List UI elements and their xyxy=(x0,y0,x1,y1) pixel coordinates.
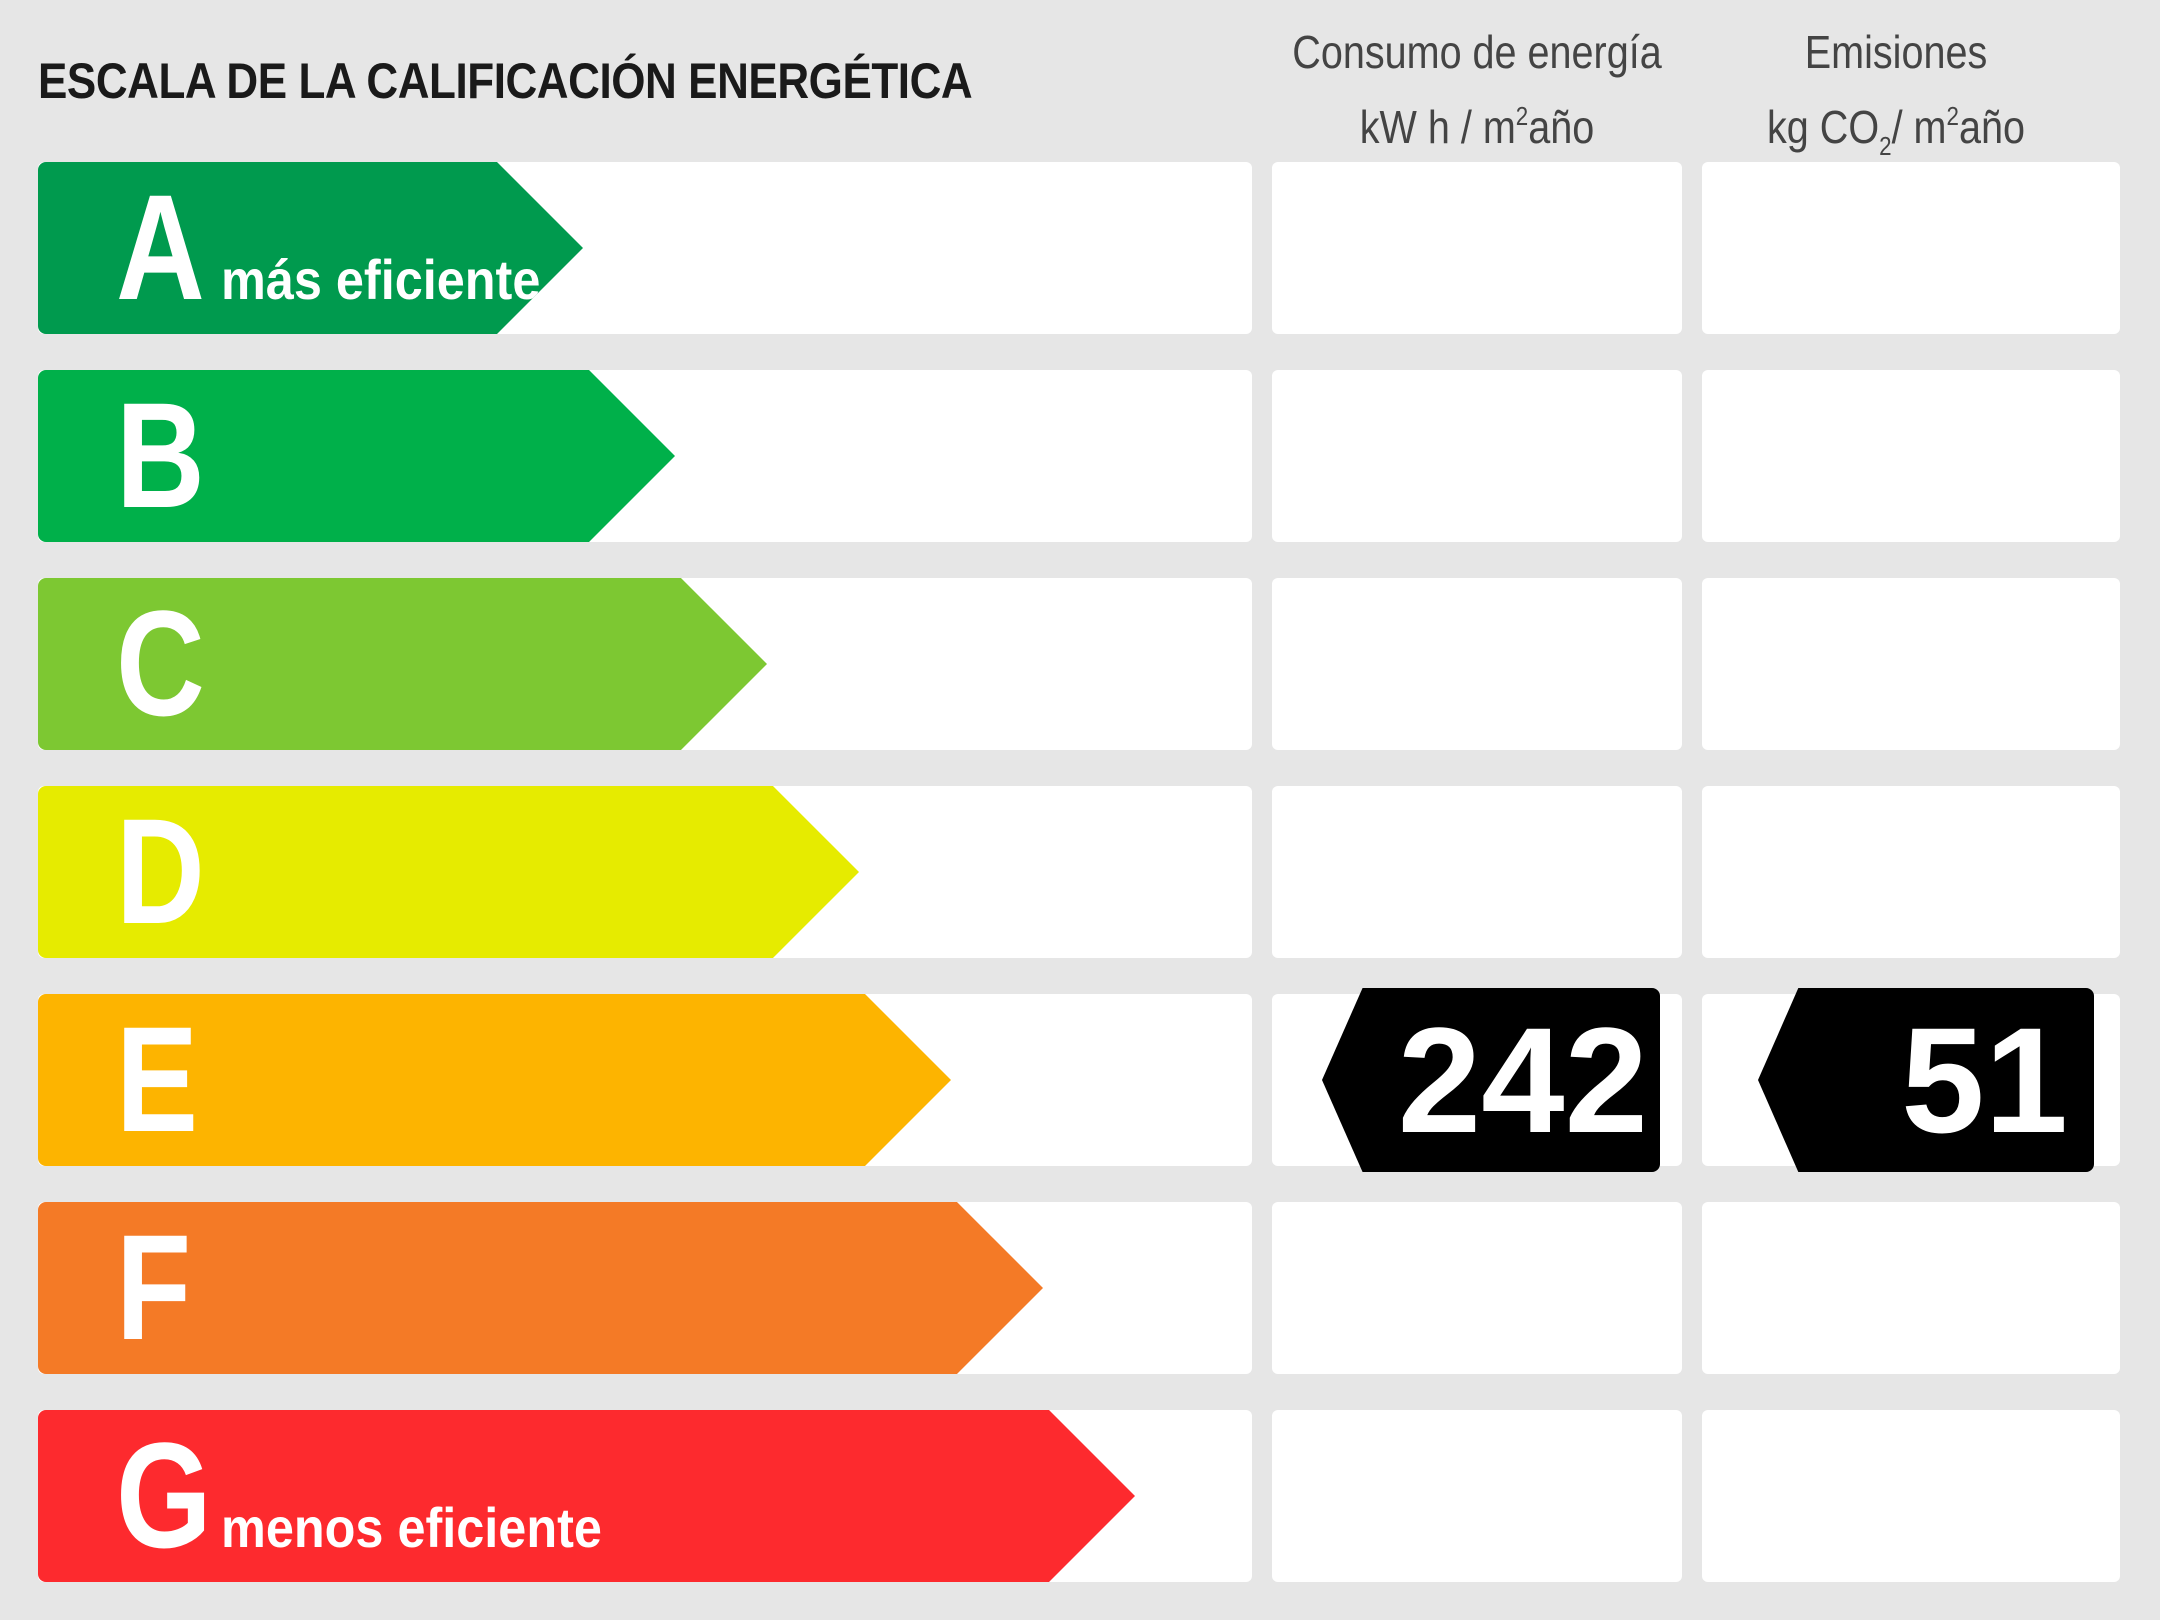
emissions-cell xyxy=(1702,1410,2120,1582)
rating-row-f: F xyxy=(0,1202,2160,1374)
energy-cell xyxy=(1272,1202,1682,1374)
grade-letter: D xyxy=(116,787,205,955)
rating-arrow-c: C xyxy=(38,578,767,750)
energy-cell xyxy=(1272,162,1682,334)
rating-row-e: E 242 51 xyxy=(0,988,2160,1172)
grade-caption: más eficiente xyxy=(221,248,541,311)
energy-cell xyxy=(1272,370,1682,542)
grade-letter: E xyxy=(116,995,199,1163)
emissions-cell xyxy=(1702,578,2120,750)
rating-row-c: C xyxy=(0,578,2160,750)
emissions-cell xyxy=(1702,162,2120,334)
rating-arrow-e: E xyxy=(38,994,951,1166)
energy-header-title: Consumo de energía xyxy=(1292,26,1662,78)
rating-row-b: B xyxy=(0,370,2160,542)
emissions-header-title: Emisiones xyxy=(1804,26,1988,78)
rating-arrow-f: F xyxy=(38,1202,1043,1374)
grade-letter: C xyxy=(116,579,205,747)
grade-letter: G xyxy=(116,1411,212,1579)
energy-cell xyxy=(1272,786,1682,958)
energy-cell xyxy=(1272,1410,1682,1582)
rating-arrow-b: B xyxy=(38,370,675,542)
page-title: ESCALA DE LA CALIFICACIÓN ENERGÉTICA xyxy=(38,53,973,109)
emissions-cell xyxy=(1702,786,2120,958)
energy-header-unit: kW h / m2año xyxy=(1359,101,1595,153)
emissions-header-unit: kg CO2/ m2año xyxy=(1767,101,2025,161)
grade-letter: F xyxy=(116,1203,192,1371)
energy-value-marker: 242 xyxy=(1322,988,1660,1172)
rating-arrow-d: D xyxy=(38,786,859,958)
emissions-cell xyxy=(1702,1202,2120,1374)
emissions-value-marker: 51 xyxy=(1758,988,2094,1172)
rating-row-d: D xyxy=(0,786,2160,958)
emissions-cell xyxy=(1702,370,2120,542)
energy-cell xyxy=(1272,578,1682,750)
grade-letter: A xyxy=(116,163,205,331)
grade-caption: menos eficiente xyxy=(221,1496,602,1559)
energy-column-header: Consumo de energía kW h / m2año xyxy=(1288,20,1666,159)
emissions-column-header: Emisiones kg CO2/ m2año xyxy=(1707,20,2085,178)
grade-letter: B xyxy=(116,371,205,539)
